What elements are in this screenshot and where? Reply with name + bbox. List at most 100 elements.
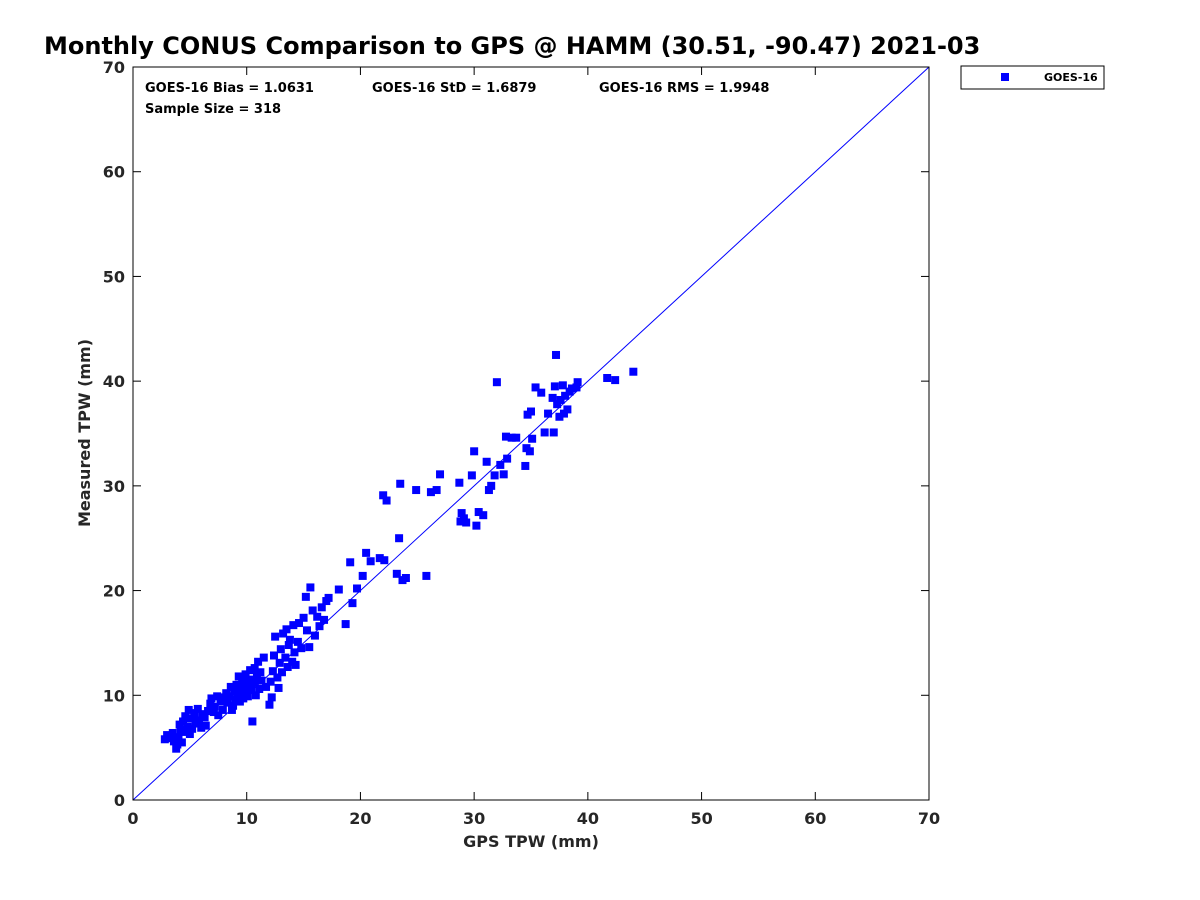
- data-point: [277, 668, 286, 677]
- data-point: [379, 491, 388, 500]
- data-point: [185, 730, 194, 739]
- data-point: [289, 621, 298, 630]
- data-point: [223, 698, 232, 707]
- data-point: [243, 692, 252, 701]
- data-point: [346, 558, 355, 567]
- data-point: [193, 704, 202, 713]
- data-point: [268, 667, 277, 676]
- data-point: [262, 682, 271, 691]
- data-point: [525, 447, 534, 456]
- data-point: [183, 722, 192, 731]
- data-points: [160, 350, 638, 753]
- y-axis-ticks: 0 10 20 30 40 50 60 70: [103, 58, 929, 810]
- data-point: [603, 374, 612, 383]
- data-point: [256, 668, 265, 677]
- data-point: [334, 585, 343, 594]
- data-point: [629, 367, 638, 376]
- annotation-std: GOES-16 StD = 1.6879: [372, 81, 536, 96]
- x-axis-ticks: 0 10 20 30 40 50 60 70: [127, 67, 940, 828]
- x-tick-label: 50: [690, 809, 712, 828]
- data-point: [248, 717, 257, 726]
- data-point: [380, 556, 389, 565]
- data-point: [366, 557, 375, 566]
- data-point: [267, 693, 276, 702]
- data-point: [281, 653, 290, 662]
- data-point: [275, 658, 284, 667]
- data-point: [237, 683, 246, 692]
- data-point: [197, 723, 206, 732]
- data-point: [214, 711, 223, 720]
- data-point: [559, 409, 568, 418]
- data-point: [432, 486, 441, 495]
- data-point: [310, 631, 319, 640]
- data-point: [552, 350, 561, 359]
- data-point: [233, 690, 242, 699]
- data-point: [396, 479, 405, 488]
- x-tick-label: 70: [918, 809, 940, 828]
- x-tick-label: 0: [127, 809, 138, 828]
- data-point: [382, 496, 391, 505]
- data-point: [563, 405, 572, 414]
- data-point: [459, 514, 468, 523]
- y-tick-label: 10: [103, 686, 125, 705]
- data-point: [422, 571, 431, 580]
- data-point: [265, 700, 274, 709]
- data-point: [172, 744, 181, 753]
- data-point: [266, 677, 275, 686]
- data-point: [482, 457, 491, 466]
- data-point: [239, 694, 248, 703]
- y-tick-label: 60: [103, 163, 125, 182]
- data-point: [210, 702, 219, 711]
- data-point: [499, 470, 508, 479]
- data-point: [315, 622, 324, 631]
- data-point: [492, 378, 501, 387]
- data-point: [279, 629, 288, 638]
- data-point: [401, 574, 410, 583]
- data-point: [201, 721, 210, 730]
- data-point: [395, 534, 404, 543]
- data-point: [317, 603, 326, 612]
- data-point: [527, 407, 535, 416]
- x-tick-label: 10: [236, 809, 258, 828]
- data-point: [229, 701, 238, 710]
- data-point: [484, 486, 493, 495]
- data-point: [512, 433, 521, 442]
- data-point: [290, 648, 299, 657]
- data-point: [179, 717, 188, 726]
- data-point: [507, 433, 516, 442]
- data-point: [259, 653, 268, 662]
- data-point: [180, 727, 189, 736]
- y-tick-label: 20: [103, 582, 125, 601]
- data-point: [174, 733, 183, 742]
- y-tick-label: 0: [114, 791, 125, 810]
- data-point: [244, 675, 253, 684]
- data-point: [501, 432, 510, 441]
- data-point: [324, 593, 333, 602]
- data-point: [216, 697, 225, 706]
- data-point: [299, 613, 308, 622]
- data-point: [213, 692, 222, 701]
- data-point: [190, 709, 199, 718]
- x-axis-label: GPS TPW (mm): [463, 832, 599, 851]
- x-tick-label: 60: [804, 809, 826, 828]
- legend-marker-square: [1001, 73, 1009, 81]
- data-point: [173, 740, 182, 749]
- data-point: [218, 705, 227, 714]
- data-point: [540, 428, 549, 437]
- data-point: [186, 714, 195, 723]
- annotation-sample-size: Sample Size = 318: [145, 102, 281, 117]
- data-point: [226, 682, 235, 691]
- data-point: [561, 391, 570, 400]
- data-point: [246, 666, 255, 675]
- annotation-rms: GOES-16 RMS = 1.9948: [599, 81, 769, 96]
- data-point: [341, 620, 350, 629]
- data-point: [308, 606, 317, 615]
- legend-entry-label: GOES-16: [1044, 71, 1098, 84]
- legend-box: [960, 65, 1105, 90]
- data-point: [238, 677, 247, 686]
- data-point: [503, 454, 512, 463]
- data-point: [231, 695, 240, 704]
- data-point: [204, 706, 213, 715]
- data-point: [462, 518, 471, 527]
